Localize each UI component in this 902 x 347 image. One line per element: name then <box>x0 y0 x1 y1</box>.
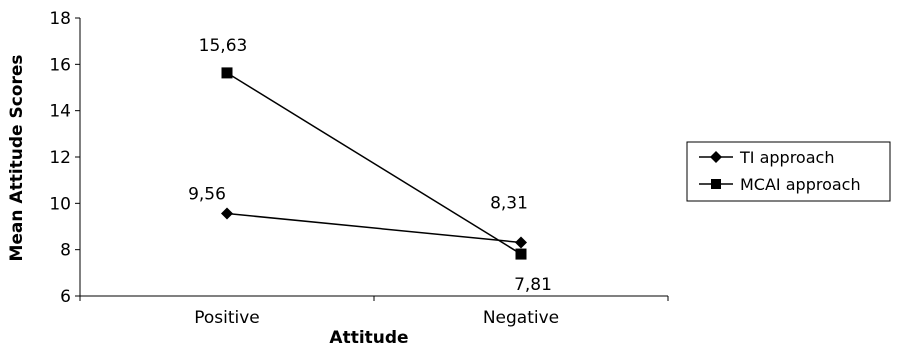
y-tick-label: 10 <box>49 194 71 214</box>
data-labels: 9,56 8,31 15,63 7,81 <box>188 36 552 295</box>
series-line-1 <box>226 72 522 255</box>
data-point-square <box>515 248 527 260</box>
y-tick-label: 18 <box>49 9 71 29</box>
x-axis-title: Attitude <box>329 328 408 347</box>
y-tick-label: 6 <box>60 287 71 307</box>
series-layer <box>221 67 527 260</box>
y-tick-label: 12 <box>49 148 71 168</box>
data-label: 7,81 <box>514 275 552 295</box>
series-line-0 <box>226 212 522 244</box>
legend-label-mcai: MCAI approach <box>740 175 861 194</box>
legend-item-mcai: MCAI approach <box>699 175 861 194</box>
y-tick-label: 14 <box>49 102 71 122</box>
y-tick-label: 16 <box>49 55 71 75</box>
data-label: 8,31 <box>490 193 528 213</box>
data-label: 9,56 <box>188 185 226 205</box>
legend-label-ti: TI approach <box>739 148 834 167</box>
data-point-square <box>221 67 233 79</box>
y-axis-ticks: 6 8 10 12 14 16 18 <box>49 9 80 307</box>
data-label: 15,63 <box>199 36 248 56</box>
y-tick-label: 8 <box>60 241 71 261</box>
legend-box <box>686 141 891 202</box>
legend-marker-diamond-icon <box>710 151 722 163</box>
data-point-diamond <box>515 236 527 249</box>
data-point-diamond <box>221 207 233 220</box>
legend-marker-square-icon <box>711 179 721 189</box>
y-axis-title: Mean Attitude Scores <box>7 54 27 261</box>
x-tick-label: Positive <box>194 308 260 328</box>
legend: TI approach MCAI approach <box>686 141 891 202</box>
x-tick-label: Negative <box>483 308 559 328</box>
legend-item-ti: TI approach <box>699 148 834 167</box>
x-axis-ticks: Positive Negative <box>79 296 669 328</box>
